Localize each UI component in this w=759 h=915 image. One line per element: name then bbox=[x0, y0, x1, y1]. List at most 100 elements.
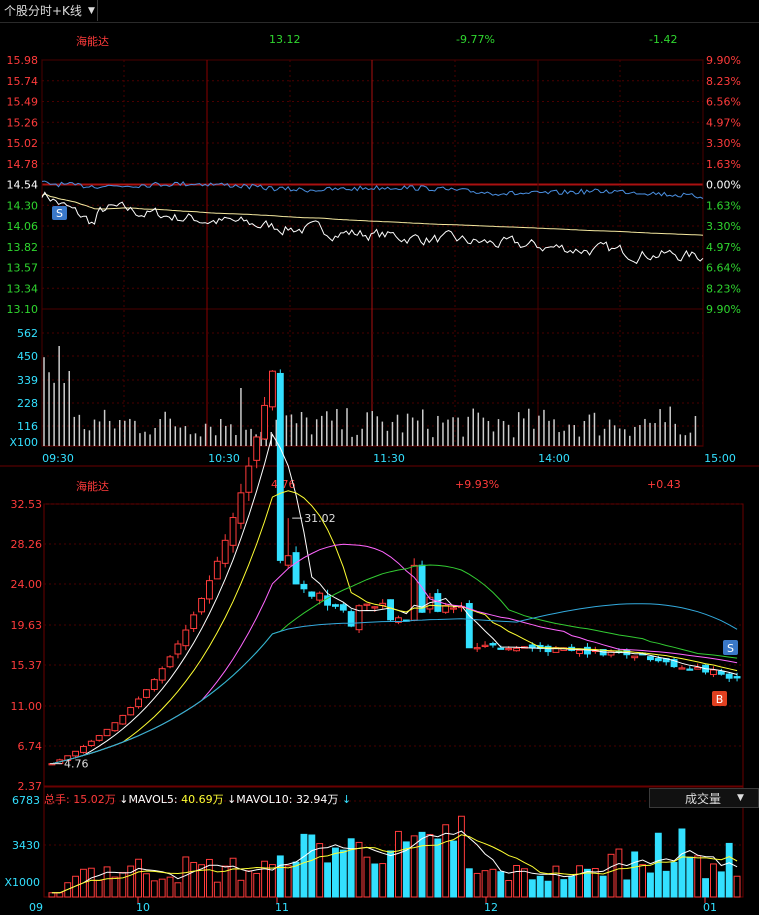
volume-bar bbox=[702, 878, 709, 898]
kline-low-label: 4.76 bbox=[64, 758, 89, 771]
volume-bar bbox=[631, 851, 639, 898]
intraday-price: 13.12 bbox=[269, 33, 301, 46]
intraday-price-tick: 15.98 bbox=[7, 54, 39, 67]
kline-price-tick: 2.37 bbox=[18, 780, 43, 793]
kline-candle-up bbox=[166, 656, 174, 668]
kline-candle-down bbox=[300, 583, 308, 590]
kline-candle-up bbox=[316, 592, 324, 601]
volume-bar bbox=[395, 830, 402, 898]
kline-candle-down bbox=[717, 670, 725, 675]
volume-bar bbox=[347, 838, 355, 898]
total-volume-value: 15.02万 bbox=[73, 793, 116, 806]
month-tick-label: 09 bbox=[29, 901, 43, 914]
volume-bar bbox=[229, 857, 237, 898]
volume-bar bbox=[686, 856, 694, 898]
volume-bar bbox=[568, 876, 576, 898]
intraday-price-tick: 14.06 bbox=[7, 220, 39, 233]
volume-legend: 总手: 15.02万 ↓MAVOL5: 40.69万 ↓MAVOL10: 32.… bbox=[44, 791, 351, 807]
kline-candle-up bbox=[410, 564, 418, 621]
kline-candle-down bbox=[497, 647, 505, 650]
intraday-sell-marker-label: S bbox=[56, 207, 63, 220]
kline-candle-down bbox=[686, 668, 694, 671]
top-toolbar: 个股分时+K线 ▼ bbox=[0, 0, 759, 23]
kline-candle-up bbox=[473, 647, 481, 650]
volume-bar bbox=[355, 841, 363, 898]
volume-bar bbox=[308, 834, 316, 898]
intraday-time-tick: 11:30 bbox=[373, 452, 405, 465]
kline-candle-up bbox=[182, 629, 190, 647]
ma10-down-icon: ↓ bbox=[227, 793, 237, 806]
volume-bar bbox=[56, 892, 64, 898]
kline-candle-up bbox=[198, 597, 205, 613]
volume-bar bbox=[371, 863, 379, 898]
volume-bar bbox=[292, 861, 300, 898]
kline-candle-up bbox=[206, 580, 213, 600]
volume-bar bbox=[418, 831, 426, 898]
kline-candle-up bbox=[119, 714, 127, 725]
volume-bar bbox=[127, 865, 135, 898]
intraday-pct-tick: 8.23% bbox=[706, 282, 741, 295]
kline-frame bbox=[43, 503, 744, 788]
kline-price-tick: 11.00 bbox=[11, 700, 43, 713]
kline-price-tick: 6.74 bbox=[18, 740, 43, 753]
kline-candle-up bbox=[363, 603, 371, 606]
intraday-pct-tick: 0.00% bbox=[706, 179, 741, 192]
intraday-pct-tick: 8.23% bbox=[706, 75, 741, 88]
volume-bar bbox=[221, 865, 229, 898]
volume-bar bbox=[481, 870, 489, 898]
volume-bar bbox=[694, 855, 702, 898]
kline-candle-up bbox=[72, 750, 79, 757]
intraday-time-tick: 15:00 bbox=[704, 452, 736, 465]
intraday-volume-unit: X100 bbox=[9, 436, 38, 449]
volume-bar bbox=[206, 858, 213, 898]
volume-bar bbox=[339, 849, 347, 898]
volume-bar bbox=[678, 828, 686, 898]
kline-candle-down bbox=[387, 599, 394, 621]
view-mode-select[interactable]: 个股分时+K线 ▼ bbox=[0, 0, 98, 21]
kline-candle-down bbox=[489, 643, 497, 646]
indicator-select[interactable]: 成交量 ▼ bbox=[649, 788, 759, 808]
volume-bar bbox=[237, 879, 245, 898]
kline-candle-up bbox=[190, 614, 198, 630]
volume-bar bbox=[150, 880, 158, 898]
kline-candle-down bbox=[670, 659, 678, 668]
kline-ma5-line bbox=[51, 433, 738, 765]
kline-candle-up bbox=[284, 555, 292, 566]
volume-bar bbox=[426, 834, 434, 898]
intraday-time-tick: 10:30 bbox=[208, 452, 240, 465]
kline-candle-up bbox=[103, 728, 111, 737]
kline-buy-marker-label: B bbox=[716, 693, 724, 706]
intraday-pct-tick: 6.64% bbox=[706, 262, 741, 275]
kline-candle-down bbox=[347, 611, 355, 627]
month-tick-label: 01 bbox=[703, 901, 717, 914]
volume-bar bbox=[103, 866, 111, 898]
volume-bar bbox=[599, 875, 607, 898]
kline-candle-up bbox=[450, 607, 457, 610]
kline-change: +0.43 bbox=[647, 478, 681, 491]
volume-bar bbox=[363, 856, 371, 898]
kline-candle-up bbox=[87, 740, 95, 747]
volume-bar bbox=[135, 858, 142, 898]
volume-bar bbox=[95, 880, 103, 898]
mavol5-label: MAVOL5: bbox=[128, 793, 178, 806]
volume-bar bbox=[119, 872, 127, 898]
intraday-pct-tick: 4.97% bbox=[706, 116, 741, 129]
volume-bar bbox=[536, 875, 544, 898]
volume-bar bbox=[332, 847, 339, 898]
intraday-volume-tick: 339 bbox=[17, 374, 38, 387]
indicator-select-label: 成交量 bbox=[685, 791, 722, 806]
total-volume-label: 总手: bbox=[44, 793, 70, 806]
volume-bar bbox=[261, 860, 268, 898]
volume-bar bbox=[190, 861, 198, 898]
volume-bar bbox=[111, 876, 119, 898]
intraday-pct: -9.77% bbox=[456, 33, 495, 46]
intraday-pct-tick: 3.30% bbox=[706, 137, 741, 150]
volume-bar bbox=[458, 815, 465, 898]
volume-bar bbox=[276, 855, 284, 898]
volume-bar bbox=[324, 862, 331, 898]
volume-bar bbox=[300, 833, 308, 898]
intraday-price-tick: 15.49 bbox=[7, 96, 39, 109]
ma5-down-icon: ↓ bbox=[119, 793, 129, 806]
volume-bar bbox=[489, 868, 497, 898]
